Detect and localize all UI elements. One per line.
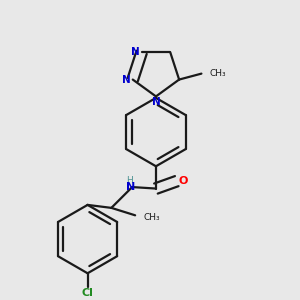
Text: CH₃: CH₃ (143, 213, 160, 222)
Text: H: H (126, 176, 133, 185)
Text: N: N (152, 97, 160, 107)
Text: O: O (178, 176, 188, 186)
Text: Cl: Cl (82, 288, 94, 298)
Text: N: N (122, 75, 130, 85)
Text: CH₃: CH₃ (210, 69, 226, 78)
Text: N: N (131, 47, 140, 57)
Text: N: N (126, 182, 136, 192)
